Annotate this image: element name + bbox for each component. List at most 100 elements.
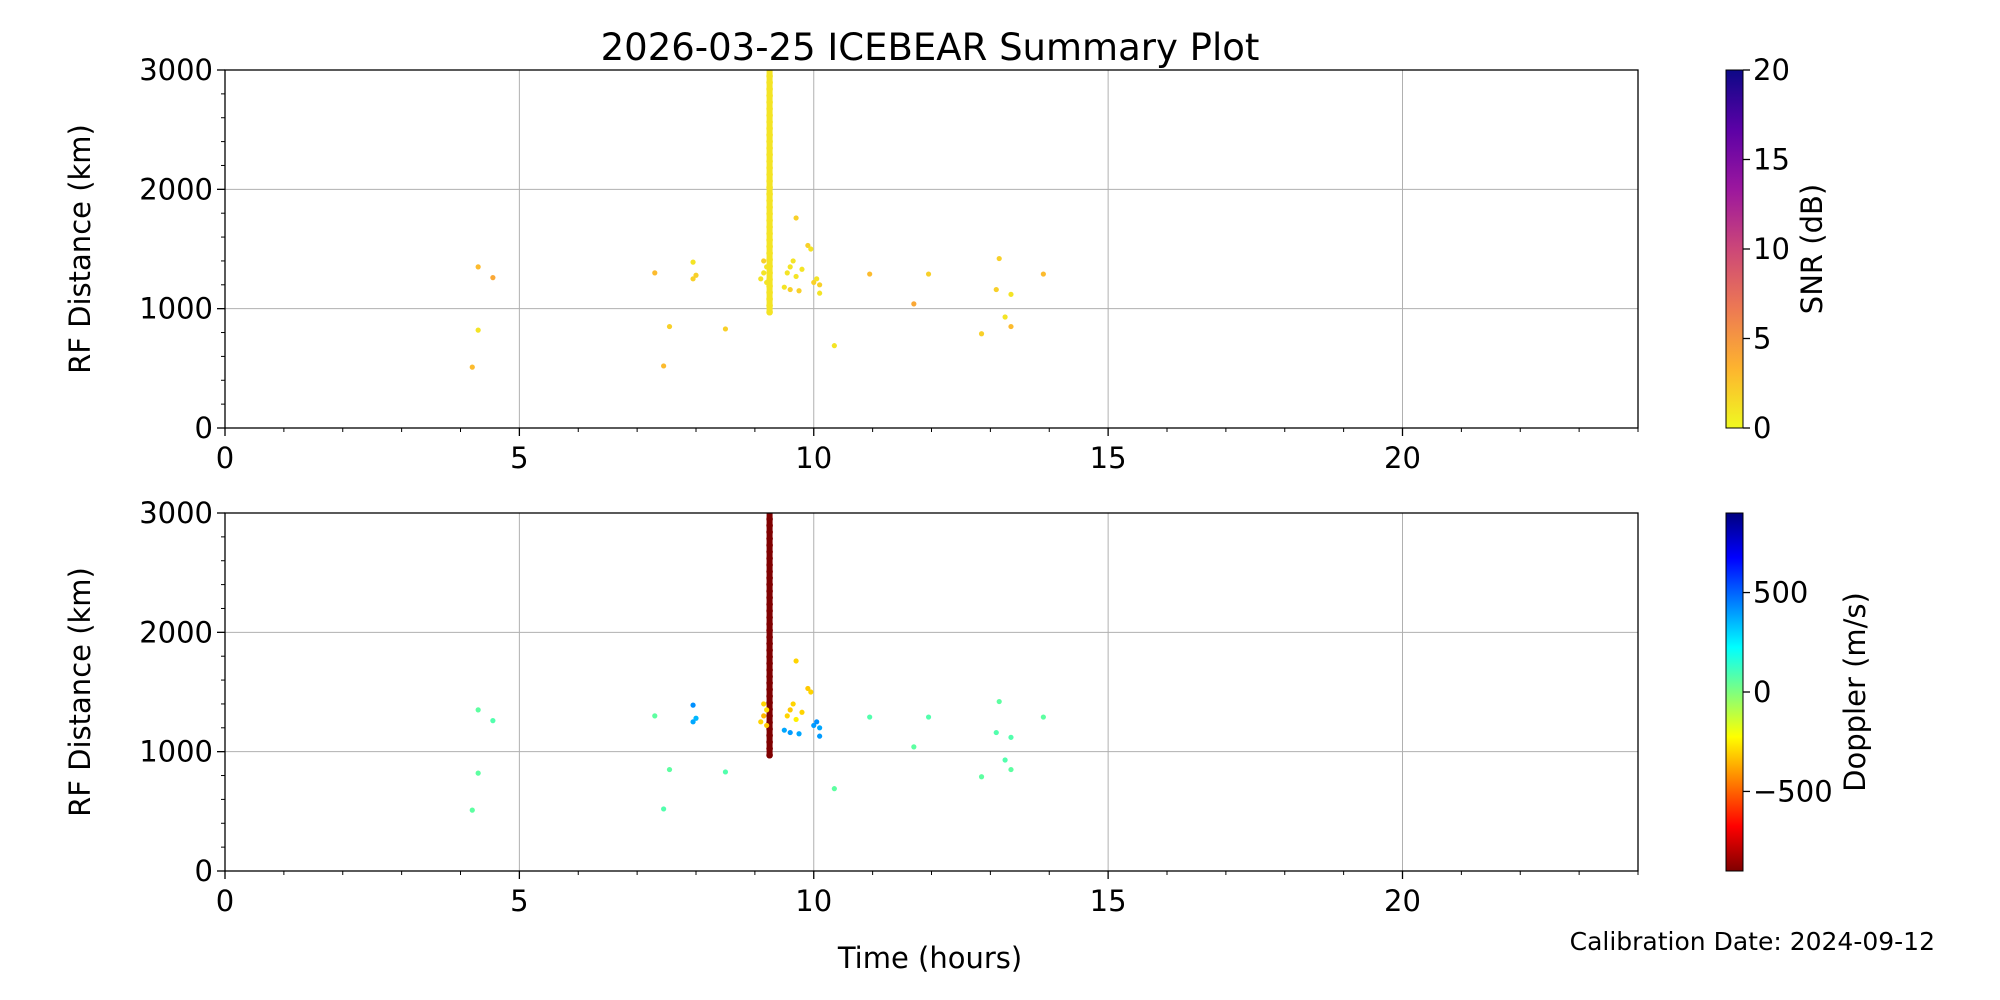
data-point bbox=[787, 286, 793, 293]
x-tick-label: 15 bbox=[1090, 441, 1127, 475]
data-point bbox=[475, 770, 481, 776]
streak-point bbox=[766, 712, 773, 720]
panel-top: 0 5 10 15 20 0 1000 2000 3000 RF Distance (km) 0 5 1… bbox=[63, 53, 1829, 475]
streak-point bbox=[766, 548, 773, 556]
figure-title: 2026-03-25 ICEBEAR Summary Plot bbox=[601, 26, 1260, 69]
x-tick-label: 0 bbox=[216, 441, 234, 475]
streak-point bbox=[766, 574, 773, 582]
streak-point bbox=[766, 157, 773, 165]
data-point bbox=[993, 729, 999, 736]
streak-point bbox=[766, 203, 773, 211]
data-point bbox=[805, 242, 811, 249]
streak-point bbox=[766, 535, 773, 542]
streak-point bbox=[766, 256, 773, 264]
data-point bbox=[761, 258, 767, 264]
streak-point bbox=[766, 217, 773, 224]
streak-point bbox=[766, 614, 773, 621]
colorbar-tick-label: 20 bbox=[1753, 53, 1790, 87]
data-point bbox=[811, 279, 817, 286]
streak-point bbox=[766, 92, 773, 99]
streak-point bbox=[766, 164, 773, 172]
streak-point bbox=[766, 177, 773, 185]
streak-point bbox=[766, 249, 773, 257]
y-tick-label: 2000 bbox=[139, 172, 213, 206]
data-point bbox=[817, 725, 823, 731]
data-point bbox=[661, 363, 667, 369]
colorbar-tick-label: 0 bbox=[1753, 675, 1771, 709]
data-point bbox=[911, 744, 917, 750]
streak-point bbox=[766, 627, 773, 634]
data-point bbox=[490, 275, 496, 281]
y-axis-label: RF Distance (km) bbox=[63, 567, 97, 817]
y-tick-label: 3000 bbox=[139, 53, 213, 87]
streak-point bbox=[766, 138, 773, 145]
data-point bbox=[758, 719, 764, 725]
data-point bbox=[490, 718, 496, 724]
data-point bbox=[814, 719, 820, 725]
data-point bbox=[867, 271, 873, 277]
data-point bbox=[764, 264, 770, 270]
streak-point bbox=[766, 699, 773, 707]
data-point bbox=[793, 658, 799, 664]
x-tick-label: 20 bbox=[1384, 884, 1421, 918]
streak-point bbox=[766, 308, 773, 316]
data-point bbox=[690, 702, 696, 708]
data-point bbox=[781, 727, 787, 733]
streak-point bbox=[766, 666, 773, 674]
data-point bbox=[793, 273, 799, 280]
data-point bbox=[1008, 766, 1014, 773]
streak-point bbox=[766, 515, 773, 523]
data-point bbox=[764, 707, 770, 713]
streak-point bbox=[766, 738, 773, 746]
data-point bbox=[796, 731, 802, 737]
data-point bbox=[475, 707, 481, 713]
data-point bbox=[978, 774, 985, 780]
colorbar-label: Doppler (m/s) bbox=[1838, 592, 1872, 792]
data-point bbox=[690, 259, 696, 265]
data-point bbox=[817, 733, 823, 739]
data-point bbox=[722, 769, 729, 775]
streak-point bbox=[766, 692, 773, 700]
streak-point bbox=[766, 528, 773, 536]
panel-bottom: 0 5 10 15 20 0 1000 2000 3000 RF Distance (km) −50… bbox=[63, 496, 1872, 918]
data-point bbox=[867, 714, 873, 720]
data-point bbox=[790, 701, 796, 707]
data-point bbox=[978, 331, 985, 337]
streak-point bbox=[766, 633, 773, 641]
x-tick-label: 5 bbox=[510, 441, 528, 475]
data-point bbox=[911, 301, 917, 307]
data-point bbox=[793, 215, 799, 221]
data-point bbox=[1008, 323, 1014, 330]
data-point bbox=[796, 288, 802, 294]
data-point bbox=[652, 713, 658, 719]
data-point bbox=[996, 698, 1002, 705]
streak-point bbox=[766, 653, 773, 661]
streak-point bbox=[766, 72, 773, 80]
streak-point bbox=[766, 210, 773, 218]
streak-point bbox=[766, 295, 773, 303]
data-point bbox=[1040, 271, 1046, 277]
data-point bbox=[661, 806, 667, 812]
streak-point bbox=[766, 607, 773, 615]
data-point bbox=[761, 270, 767, 276]
data-point bbox=[787, 264, 793, 270]
colorbar-tick-label: 15 bbox=[1753, 143, 1790, 177]
streak-point bbox=[766, 745, 773, 752]
y-tick-label: 0 bbox=[195, 854, 213, 888]
data-point bbox=[758, 276, 764, 282]
data-point bbox=[799, 709, 805, 715]
streak-point bbox=[766, 118, 773, 126]
data-point bbox=[814, 276, 820, 282]
data-point bbox=[781, 284, 787, 290]
y-tick-label: 3000 bbox=[139, 496, 213, 530]
data-point bbox=[831, 786, 837, 792]
data-point bbox=[1008, 734, 1014, 740]
y-tick-label: 1000 bbox=[139, 735, 213, 769]
data-point bbox=[784, 270, 790, 276]
streak-point bbox=[766, 561, 773, 569]
streak-point bbox=[766, 79, 773, 86]
x-tick-label: 0 bbox=[216, 884, 234, 918]
colorbar-tick-label: 5 bbox=[1753, 322, 1771, 356]
